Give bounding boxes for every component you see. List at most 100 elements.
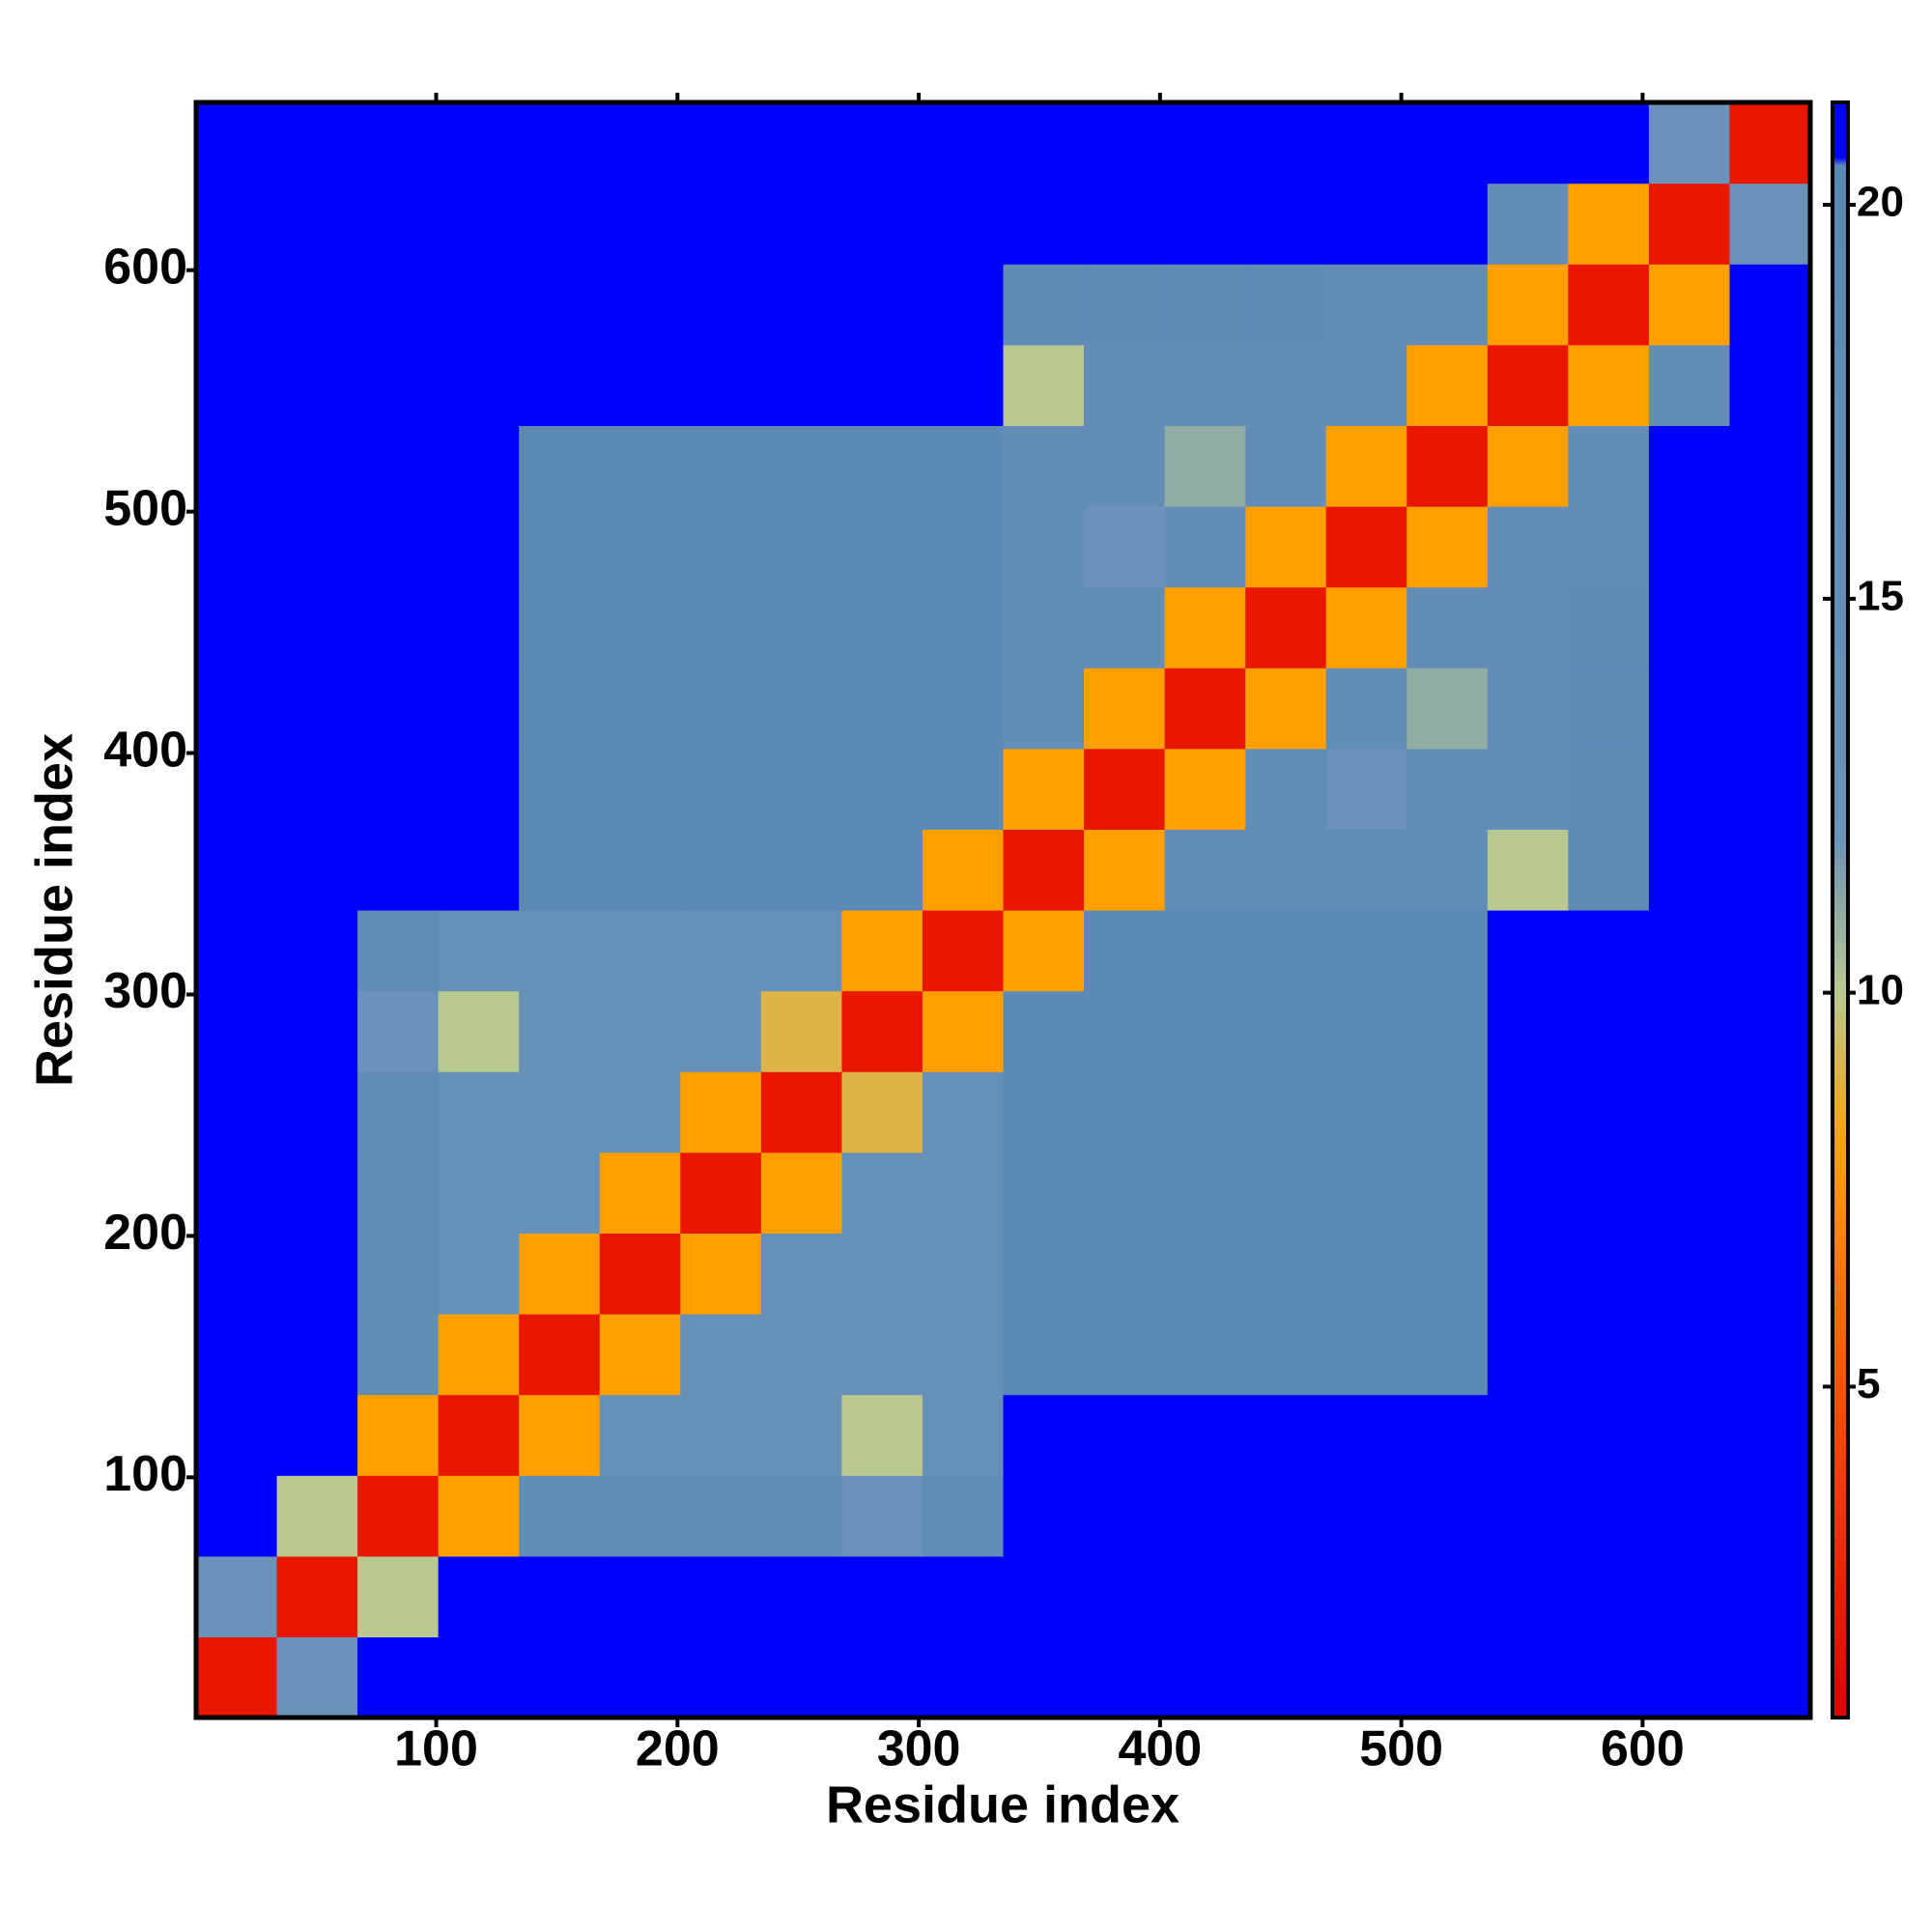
heatmap-cell xyxy=(1003,990,1085,1072)
heatmap-cell xyxy=(1325,344,1407,426)
heatmap-cell xyxy=(357,910,440,992)
heatmap-cell xyxy=(196,264,278,346)
heatmap-cell xyxy=(1084,1394,1166,1476)
heatmap-cell xyxy=(1648,264,1731,346)
x-tick-label: 200 xyxy=(636,1721,720,1777)
heatmap-cell xyxy=(680,1314,762,1396)
heatmap-cell xyxy=(680,1233,762,1315)
heatmap-cell xyxy=(1729,102,1811,185)
heatmap-cell xyxy=(196,102,278,185)
heatmap-cell xyxy=(276,183,358,265)
heatmap-cell xyxy=(1084,1071,1166,1153)
heatmap-cell xyxy=(760,102,842,185)
heatmap-cell xyxy=(1084,910,1166,992)
heatmap-cell xyxy=(1245,1636,1327,1719)
heatmap-cell xyxy=(438,586,520,668)
heatmap-cell xyxy=(1245,264,1327,346)
heatmap-cell xyxy=(1164,1555,1246,1637)
heatmap-cell xyxy=(841,1636,923,1719)
heatmap-cell xyxy=(1325,1314,1407,1396)
heatmap-cell xyxy=(1084,425,1166,507)
heatmap-cell xyxy=(1729,1475,1811,1557)
heatmap-cell xyxy=(599,344,681,426)
heatmap-cell xyxy=(438,829,520,911)
heatmap-cell xyxy=(1729,1394,1811,1476)
heatmap-cell xyxy=(1568,748,1650,830)
heatmap-cell xyxy=(1245,990,1327,1072)
heatmap-cell xyxy=(1084,1555,1166,1637)
heatmap-cell xyxy=(599,506,681,588)
heatmap-cell xyxy=(680,586,762,668)
heatmap-cell xyxy=(196,748,278,830)
heatmap-cell xyxy=(922,990,1005,1072)
x-tick-label: 600 xyxy=(1601,1721,1685,1777)
heatmap-cell xyxy=(1164,990,1246,1072)
heatmap-cell xyxy=(519,1233,601,1315)
heatmap-cell xyxy=(922,1151,1005,1234)
heatmap-cell xyxy=(1164,425,1246,507)
heatmap-cell xyxy=(680,748,762,830)
heatmap-cell xyxy=(1487,506,1569,588)
heatmap-cell xyxy=(760,668,842,750)
heatmap-cell xyxy=(1003,506,1085,588)
heatmap-cell xyxy=(1729,183,1811,265)
heatmap-cell xyxy=(519,1394,601,1476)
heatmap-cell xyxy=(196,1314,278,1396)
heatmap-cell xyxy=(841,1151,923,1234)
heatmap-cell xyxy=(1245,586,1327,668)
heatmap-cell xyxy=(599,1151,681,1234)
heatmap-cell xyxy=(1568,668,1650,750)
heatmap-cell xyxy=(519,183,601,265)
heatmap-cell xyxy=(1084,344,1166,426)
heatmap-cell xyxy=(1648,344,1731,426)
heatmap-cell xyxy=(276,1475,358,1557)
heatmap-cell xyxy=(1003,183,1085,265)
heatmap-cell xyxy=(760,829,842,911)
heatmap-cell xyxy=(841,344,923,426)
heatmap-cell xyxy=(1729,506,1811,588)
heatmap-cell xyxy=(1729,1555,1811,1637)
heatmap-cell xyxy=(438,506,520,588)
heatmap-cell xyxy=(276,748,358,830)
heatmap-cell xyxy=(357,668,440,750)
heatmap-cell xyxy=(196,344,278,426)
heatmap-cell xyxy=(1406,102,1489,185)
heatmap-cell xyxy=(1568,425,1650,507)
heatmap-cell xyxy=(841,990,923,1072)
heatmap-cell xyxy=(1487,990,1569,1072)
heatmap-cell xyxy=(1729,829,1811,911)
heatmap-cell xyxy=(1003,425,1085,507)
heatmap-cell xyxy=(276,990,358,1072)
heatmap-cell xyxy=(1487,344,1569,426)
heatmap-cell xyxy=(1325,102,1407,185)
heatmap-cell xyxy=(1245,1233,1327,1315)
heatmap-cell xyxy=(276,910,358,992)
heatmap-cell xyxy=(680,668,762,750)
heatmap-cell xyxy=(841,1555,923,1637)
heatmap-cell xyxy=(357,425,440,507)
heatmap-cell xyxy=(519,1314,601,1396)
heatmap-cell xyxy=(760,748,842,830)
heatmap-cell xyxy=(599,1071,681,1153)
heatmap-cell xyxy=(922,1071,1005,1153)
heatmap-cell xyxy=(438,910,520,992)
heatmap-cell xyxy=(599,1314,681,1396)
heatmap-cell xyxy=(519,1475,601,1557)
y-tick-label: 600 xyxy=(103,239,187,295)
heatmap-cell xyxy=(1164,264,1246,346)
heatmap-cell xyxy=(1568,1151,1650,1234)
heatmap-cell xyxy=(1003,910,1085,992)
heatmap-cell xyxy=(1325,264,1407,346)
y-tick-label: 500 xyxy=(103,480,187,536)
heatmap-cell xyxy=(196,506,278,588)
heatmap-cell xyxy=(922,1636,1005,1719)
heatmap-cell xyxy=(1568,1314,1650,1396)
heatmap-cell xyxy=(922,183,1005,265)
heatmap-cell xyxy=(1084,668,1166,750)
heatmap-cell xyxy=(438,748,520,830)
heatmap-cell xyxy=(1648,183,1731,265)
heatmap-cell xyxy=(196,1071,278,1153)
heatmap-cell xyxy=(680,264,762,346)
heatmap-cell xyxy=(357,748,440,830)
